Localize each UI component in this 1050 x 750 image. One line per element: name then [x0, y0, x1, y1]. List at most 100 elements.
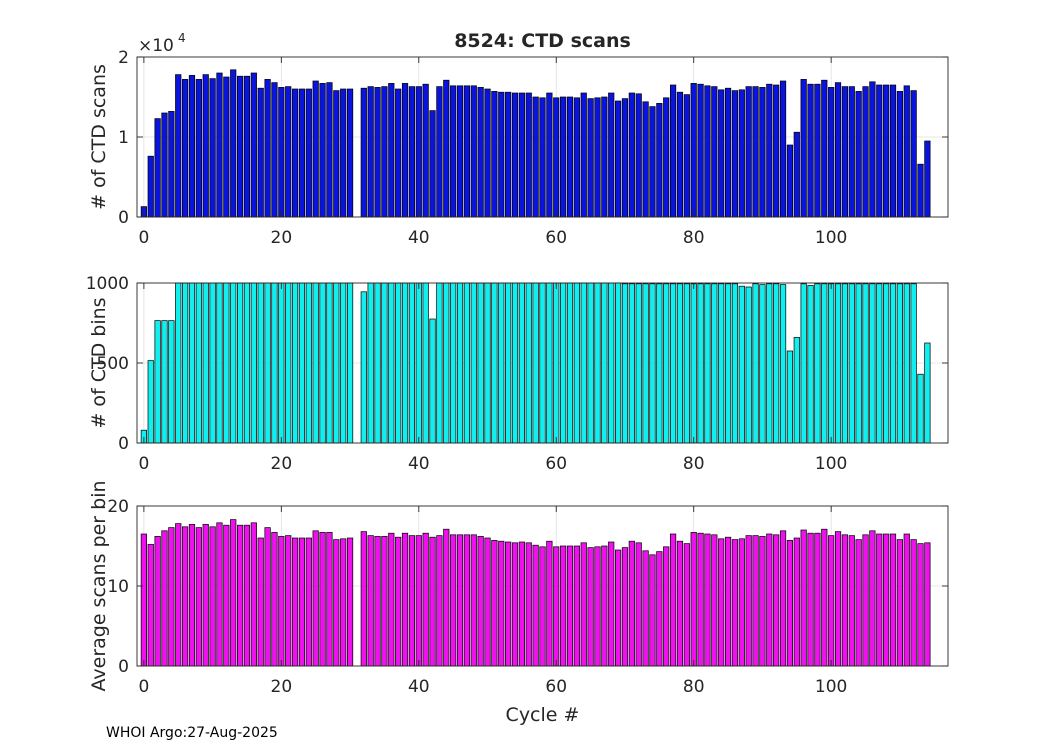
- panel1-bar: [415, 86, 422, 218]
- panel2-bar: [388, 282, 395, 444]
- panel2-bar: [491, 282, 498, 444]
- panel2-bar: [786, 350, 794, 444]
- panel2-bar: [669, 283, 677, 444]
- panel3-bar: [470, 534, 477, 667]
- panel3-bar: [182, 526, 189, 667]
- panel1-bar: [498, 91, 505, 218]
- panel3-y-tick-label: 0: [118, 657, 129, 677]
- panel3-bar: [731, 539, 739, 667]
- panel1-bar: [766, 83, 773, 218]
- panel1-bar: [773, 84, 780, 218]
- panel3-bar: [704, 533, 711, 667]
- panel3-bar: [298, 537, 306, 667]
- panel2-bar: [615, 282, 622, 444]
- panel1-bar: [484, 88, 491, 218]
- panel2-bar: [230, 282, 237, 444]
- panel2-bar: [250, 282, 257, 444]
- panel1-bar: [903, 85, 910, 218]
- panel1-bar: [381, 86, 388, 218]
- panel3-bar: [422, 532, 429, 667]
- panel1-bar: [814, 83, 821, 218]
- panel1-bar: [388, 83, 395, 218]
- panel2-bar: [587, 282, 594, 444]
- panel3-x-tick-label: 40: [408, 677, 430, 697]
- panel1-bar: [202, 74, 209, 218]
- panel2-bar: [505, 282, 512, 444]
- panel3-bar: [807, 532, 814, 667]
- panel2-bar: [573, 282, 580, 444]
- panel3-bar: [525, 542, 532, 667]
- panel3-bar: [676, 540, 684, 667]
- panel3-bar: [546, 540, 553, 667]
- panel2-bar: [800, 283, 807, 444]
- panel1-bar: [690, 83, 697, 218]
- panel1-bar: [216, 72, 223, 218]
- panel2-bar: [834, 283, 842, 444]
- panel2-bar: [202, 282, 209, 444]
- panel1-bar: [264, 79, 271, 218]
- panel3-bar: [718, 538, 725, 667]
- panel2-bar: [539, 282, 546, 444]
- panel2-bar: [326, 282, 333, 444]
- panel2-bar: [443, 282, 450, 444]
- panel3-bar: [456, 534, 464, 667]
- panel2-y-tick-label: 0: [118, 434, 129, 454]
- panel3-bar: [573, 545, 580, 667]
- panel1-x-tick-label: 40: [408, 228, 430, 248]
- panel2-bar: [738, 285, 745, 444]
- panel3-bar: [738, 538, 745, 667]
- panel2-bar: [346, 282, 354, 444]
- panel2-bar: [628, 283, 635, 444]
- panel1-bar: [718, 89, 725, 218]
- panel1-bar: [862, 86, 869, 218]
- panel1-bar: [608, 92, 615, 218]
- panel2-bar: [553, 282, 560, 444]
- panel1-bar: [793, 131, 800, 218]
- panel1-bar: [560, 96, 567, 218]
- panel2-bar: [656, 283, 663, 444]
- panel2-bar: [511, 282, 519, 444]
- panel3-bar: [140, 533, 147, 667]
- panel2-x-tick-label: 20: [271, 454, 293, 474]
- panel1-y-tick-label: 2: [118, 48, 129, 68]
- panel2-x-tick-label: 80: [683, 454, 705, 474]
- panel2-x-tick-label: 60: [545, 454, 567, 474]
- panel2-bar: [188, 282, 196, 444]
- panel1-bar: [704, 85, 711, 218]
- panel1-bar: [738, 89, 745, 218]
- panel1-bar: [298, 88, 306, 218]
- panel2-bar: [903, 283, 910, 444]
- panel1-bar: [924, 140, 931, 218]
- panel3-bar: [587, 547, 594, 667]
- panel2-bar: [319, 282, 326, 444]
- panel2-bar: [924, 342, 931, 444]
- panel1-bar: [175, 74, 182, 218]
- panel3-bar: [271, 532, 278, 667]
- panel3-bar: [195, 527, 202, 667]
- panel2-bar: [711, 283, 718, 444]
- panel1-bar: [683, 94, 690, 218]
- panel2-bar: [305, 282, 312, 444]
- panel3-bar: [766, 533, 773, 667]
- panel2-bar: [374, 282, 381, 444]
- panel1-bar: [463, 85, 470, 218]
- panel2-bar: [216, 282, 223, 444]
- panel3-bar: [724, 536, 732, 667]
- panel1-bar: [841, 86, 849, 218]
- panel3-bar: [793, 537, 800, 667]
- panel2-bar: [498, 282, 505, 444]
- panel1-bar: [848, 86, 855, 218]
- panel2-bar: [168, 320, 175, 444]
- panel1-bar: [821, 79, 828, 218]
- panel2-bar: [862, 283, 869, 444]
- panel1-bar: [663, 97, 670, 218]
- panel3-bar: [498, 540, 505, 667]
- panel2-bar: [175, 282, 182, 444]
- panel2-bar: [278, 282, 285, 444]
- panel3-bar: [477, 536, 484, 667]
- panel3-bar: [642, 550, 649, 667]
- panel2-bar: [381, 282, 388, 444]
- panel2-bar: [745, 286, 752, 444]
- panel1-bar: [779, 80, 787, 218]
- panel1-bar: [305, 88, 312, 218]
